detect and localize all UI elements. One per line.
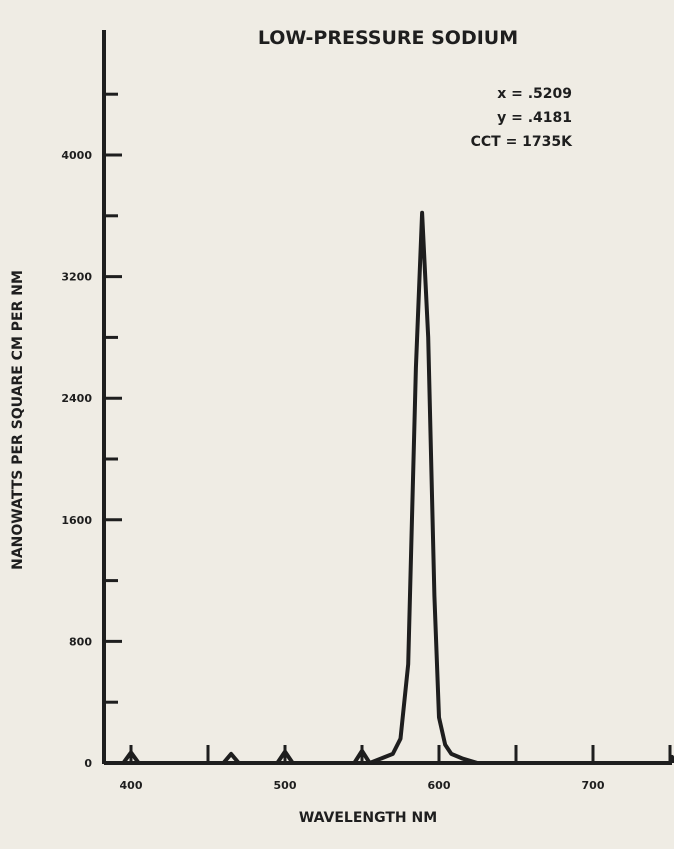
x-tick-label: 700 xyxy=(582,779,605,792)
x-axis-ticks: 400500600700800 xyxy=(120,745,672,792)
chromaticity-annotations: x = .5209 y = .4181 CCT = 1735K xyxy=(471,86,574,150)
y-axis-label: NANOWATTS PER SQUARE CM PER NM xyxy=(10,270,26,570)
x-tick-label: 500 xyxy=(274,779,297,792)
y-tick-label: 1600 xyxy=(61,514,92,527)
y-tick-label: 4000 xyxy=(61,149,92,162)
annotation-y-coordinate: y = .4181 xyxy=(497,110,572,126)
y-tick-label: 2400 xyxy=(61,392,92,405)
annotation-cct: CCT = 1735K xyxy=(471,134,574,150)
y-tick-label: 3200 xyxy=(61,271,92,284)
chart-title: LOW-PRESSURE SODIUM xyxy=(258,27,518,49)
y-axis-ticks: 0 800 1600 2400 3200 4000 xyxy=(61,92,122,770)
spectrum-series-line xyxy=(104,210,674,765)
y-tick-label: 800 xyxy=(69,635,92,648)
x-tick-label: 600 xyxy=(428,779,451,792)
y-tick-label: 0 xyxy=(84,757,92,770)
annotation-x-coordinate: x = .5209 xyxy=(497,86,572,102)
x-tick-label: 400 xyxy=(120,779,143,792)
x-axis-label: WAVELENGTH NM xyxy=(299,810,437,826)
